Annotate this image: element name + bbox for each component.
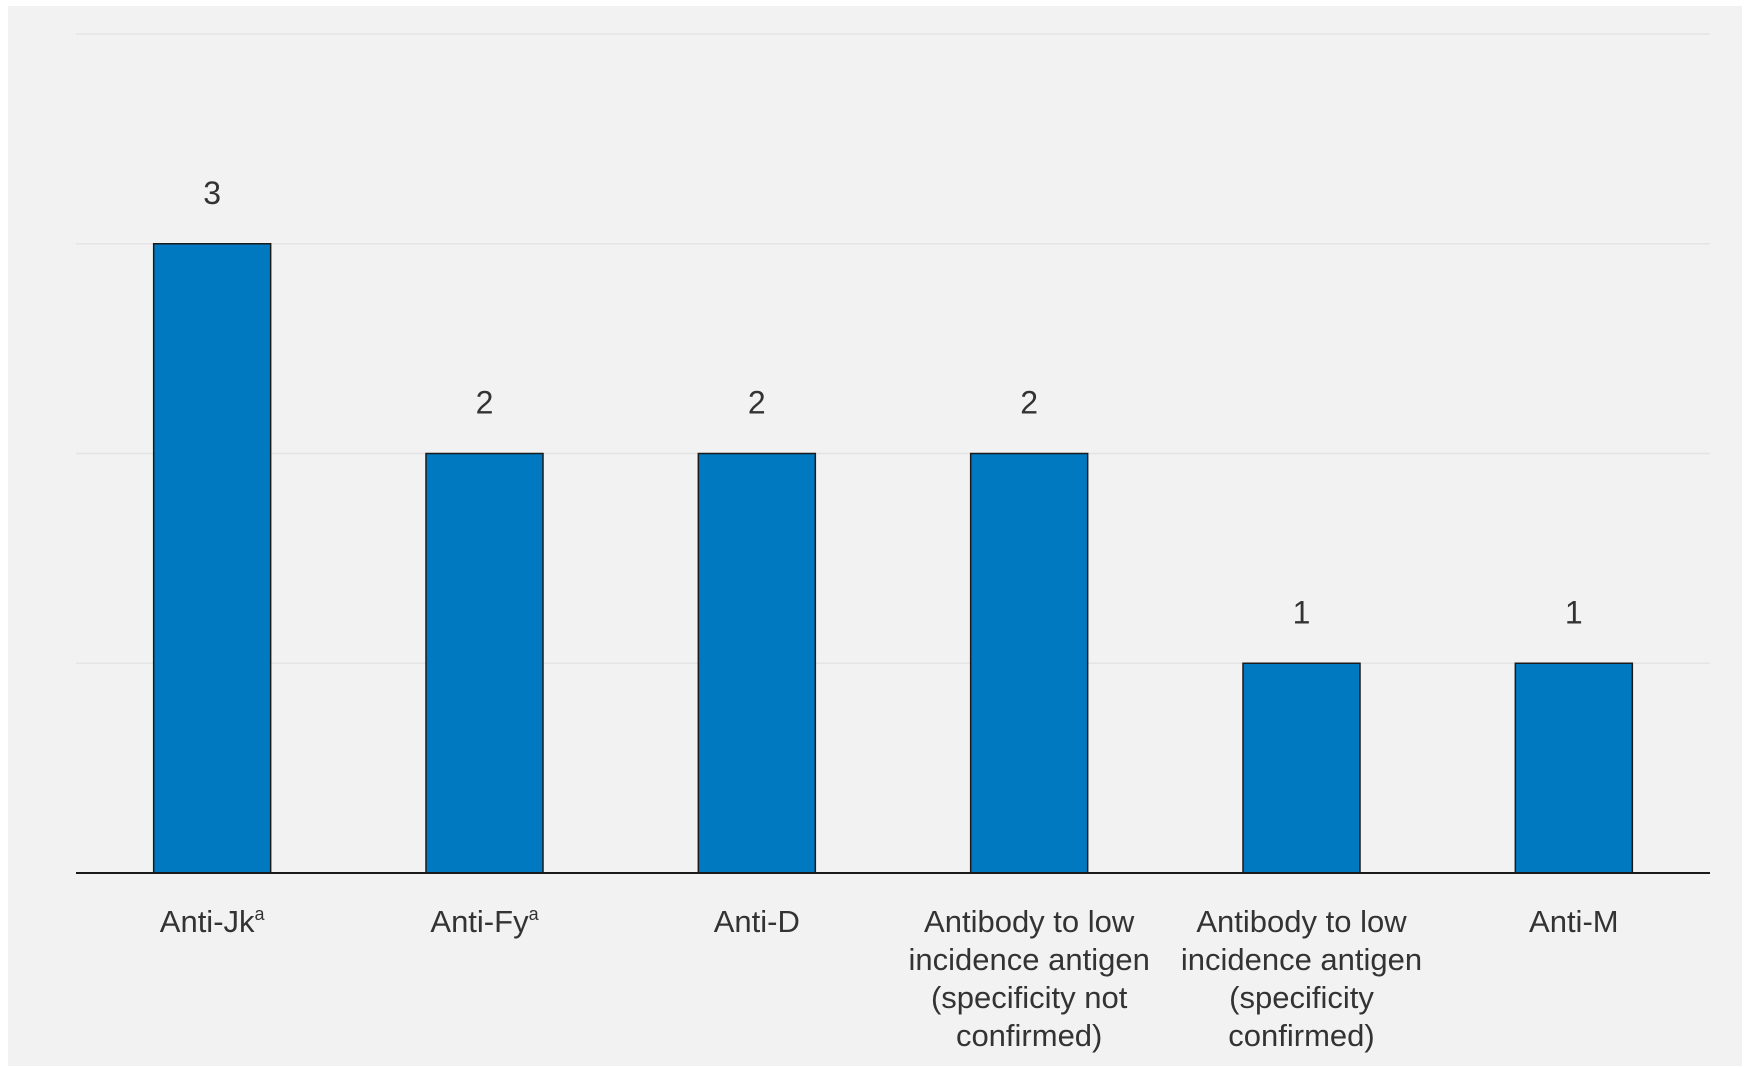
- data-label-5: 1: [1293, 594, 1311, 630]
- data-label-6: 1: [1565, 594, 1583, 630]
- category-label-5: Antibody to low incidence antigen (specifi…: [1181, 904, 1422, 1053]
- bar-2: [425, 452, 544, 874]
- data-label-3: 2: [748, 385, 766, 421]
- bar-4: [969, 452, 1089, 874]
- chart-panel: [8, 6, 1742, 1066]
- data-label-2: 2: [476, 385, 494, 421]
- bar-1: [152, 243, 272, 874]
- data-label-1: 3: [203, 175, 221, 211]
- bar-6: [1514, 662, 1634, 874]
- bar-5: [1242, 662, 1361, 874]
- category-label-1: Anti-Jka: [160, 904, 266, 939]
- category-label-3: Anti-D: [714, 904, 800, 939]
- category-label-6: Anti-M: [1529, 904, 1619, 939]
- category-label-2: Anti-Fya: [430, 904, 539, 939]
- category-label-4: Antibody to low incidence antigen (specifi…: [909, 904, 1150, 1053]
- data-label-4: 2: [1020, 385, 1038, 421]
- bar-3: [697, 452, 817, 874]
